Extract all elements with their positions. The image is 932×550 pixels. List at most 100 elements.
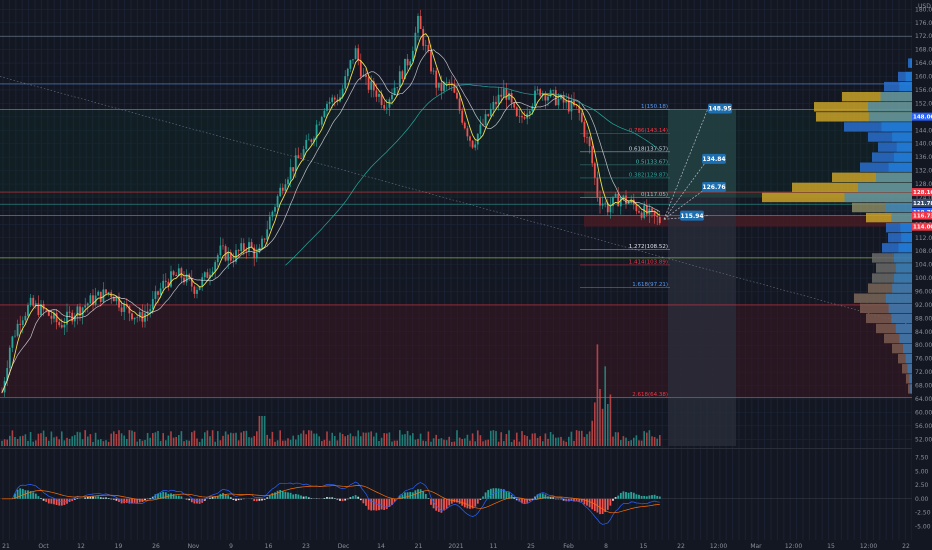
candle-body — [630, 199, 633, 203]
volume-bar — [570, 431, 573, 446]
macd-hist — [573, 498, 575, 502]
volume-bar — [185, 440, 188, 446]
volume-bar — [334, 436, 336, 446]
time-tick: 21 — [415, 543, 423, 550]
volume-bar — [1, 440, 3, 446]
volume-bar — [422, 440, 424, 446]
macd-hist — [352, 496, 354, 499]
candle-body — [565, 100, 568, 103]
candle-body — [450, 82, 453, 85]
candle-body — [289, 167, 292, 180]
candle-body — [248, 242, 250, 252]
volume-bar — [419, 433, 422, 446]
candle-body — [492, 101, 495, 109]
candle-body — [427, 45, 430, 51]
candle-body — [55, 312, 58, 323]
volume-bar — [458, 437, 461, 446]
macd-hist — [482, 496, 484, 499]
candle-body — [305, 139, 308, 150]
volume-bar — [479, 435, 482, 446]
candle-body — [253, 247, 256, 259]
volume-bar — [555, 437, 557, 446]
macd-hist — [60, 498, 63, 506]
candle-body — [84, 305, 87, 308]
profile-row — [898, 71, 912, 82]
profile-row-buy — [910, 384, 912, 394]
volume-bar — [123, 435, 125, 446]
candle-body — [136, 317, 139, 318]
candle-body — [11, 336, 14, 348]
macd-hist — [344, 498, 347, 501]
candle-body — [604, 202, 607, 204]
profile-row-buy — [888, 303, 912, 313]
profile-row — [860, 303, 912, 313]
candle-body — [211, 271, 214, 275]
fib-label: 2.618(64.38) — [632, 392, 668, 398]
macd-hist — [419, 489, 422, 499]
candle-body — [42, 304, 45, 310]
volume-bar — [217, 431, 219, 446]
volume-bar — [315, 433, 318, 446]
volume-bar — [274, 441, 276, 446]
volume-bar — [66, 437, 68, 446]
target-box — [680, 210, 704, 221]
candle-body — [495, 101, 497, 105]
volume-bar — [53, 437, 55, 446]
profile-row — [886, 222, 912, 233]
profile-row-buy — [876, 172, 912, 182]
volume-bar — [360, 436, 362, 446]
volume-bar — [261, 416, 263, 446]
macd-hist — [544, 494, 547, 499]
price-tick: 56.00 — [915, 423, 932, 430]
volume-bar — [373, 436, 375, 446]
macd-hist — [586, 498, 588, 506]
candle-body — [521, 115, 523, 118]
profile-row — [876, 323, 912, 334]
volume-bar — [230, 432, 232, 446]
macd-hist — [549, 497, 552, 499]
volume-bar — [87, 436, 89, 446]
volume-bar — [412, 433, 414, 446]
candle-body — [547, 96, 549, 101]
price-tick: 52.00 — [915, 436, 932, 443]
macd-hist — [71, 498, 74, 502]
volume-bar — [165, 440, 167, 446]
candle-body — [583, 121, 586, 138]
time-tick: 15 — [640, 543, 648, 550]
profile-row — [882, 243, 912, 253]
volume-bar — [178, 435, 180, 446]
macd-hist — [138, 498, 141, 503]
macd-hist — [471, 498, 474, 509]
volume-bar — [321, 441, 323, 446]
candle-body — [575, 105, 578, 106]
macd-hist — [310, 498, 313, 499]
candle-body — [131, 313, 133, 320]
volume-bar — [193, 430, 196, 446]
candle-body — [326, 103, 328, 111]
volume-bar — [172, 437, 175, 446]
macd-hist — [125, 498, 128, 503]
macd-hist — [177, 495, 180, 499]
macd-hist — [170, 493, 172, 499]
candle-body — [359, 60, 362, 77]
profile-row-buy — [903, 343, 912, 354]
candle-body — [37, 303, 40, 316]
macd-hist — [518, 498, 521, 502]
volume-bar — [323, 439, 326, 446]
volume-bar — [308, 430, 310, 446]
price-tick: 136.00 — [915, 154, 932, 161]
candle-body — [422, 29, 425, 46]
price-tag — [912, 198, 932, 207]
macd-hist — [68, 498, 71, 502]
candle-body — [89, 295, 92, 304]
candle-body — [268, 216, 271, 230]
macd-hist — [102, 497, 105, 499]
candle-body — [573, 100, 575, 106]
volume-bar — [573, 440, 575, 446]
macd-hist — [336, 498, 339, 500]
macd-hist — [445, 498, 448, 509]
macd-hist — [372, 498, 375, 511]
volume-bar — [362, 432, 365, 446]
